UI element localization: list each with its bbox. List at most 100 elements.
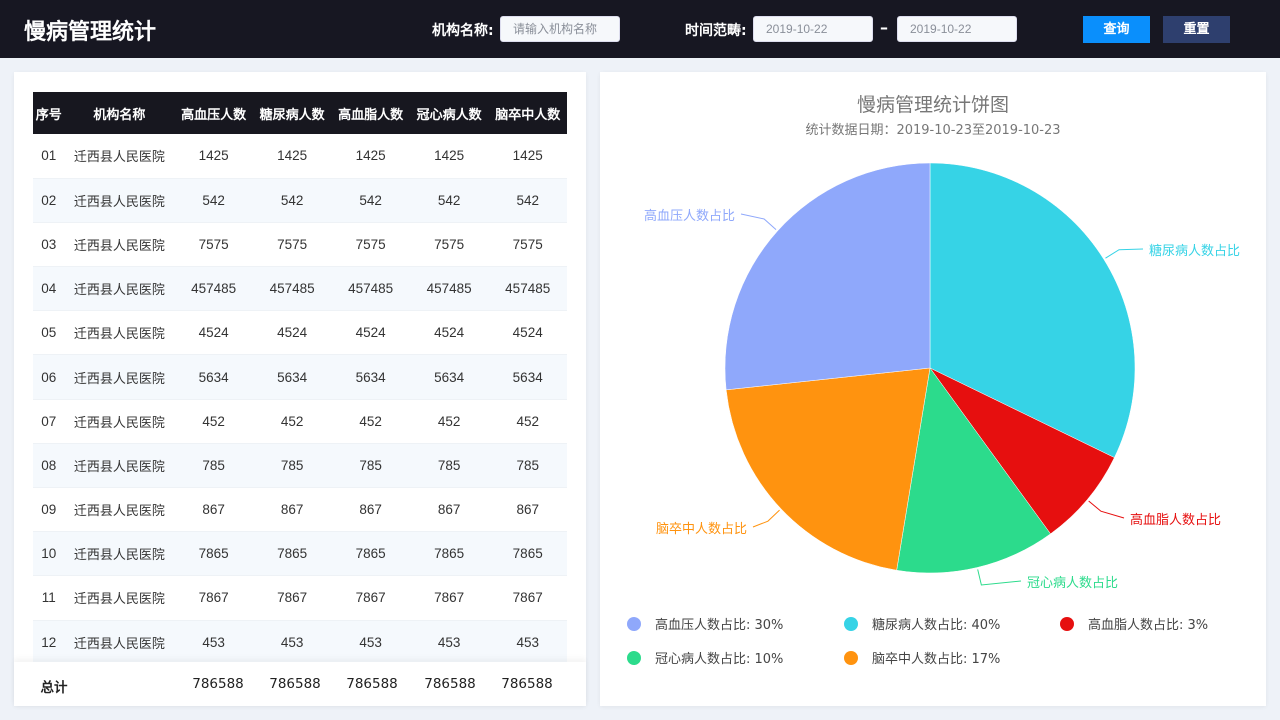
column-header: 高血压人数 bbox=[174, 92, 253, 134]
table-cell: 7865 bbox=[174, 531, 253, 576]
table-cell: 12 bbox=[33, 620, 65, 665]
table-cell: 02 bbox=[33, 178, 65, 223]
legend-dot-icon bbox=[844, 650, 858, 665]
table-cell: 453 bbox=[409, 620, 489, 665]
date-separator: – bbox=[880, 18, 888, 37]
table-cell: 452 bbox=[280, 413, 304, 429]
date-to-input[interactable]: 2019-10-22 bbox=[897, 16, 1017, 42]
table-cell: 542 bbox=[331, 178, 410, 223]
legend-item[interactable]: 脑卒中人数占比: 17% bbox=[844, 648, 1000, 667]
table-cell: 785 bbox=[331, 443, 410, 488]
table-cell: 457485 bbox=[409, 266, 489, 311]
column-header: 糖尿病人数 bbox=[252, 92, 332, 134]
legend-label: 脑卒中人数占比: 17% bbox=[872, 652, 1001, 667]
table-cell: 457485 bbox=[488, 266, 567, 311]
table-cell: 7575 bbox=[512, 236, 543, 252]
table-cell: 457485 bbox=[174, 266, 253, 311]
legend-label: 高血压人数占比: 30% bbox=[655, 618, 784, 633]
legend-label: 糖尿病人数占比: 40% bbox=[872, 618, 1001, 633]
table-cell: 10 bbox=[33, 531, 65, 576]
table-cell: 5634 bbox=[174, 354, 253, 400]
table-row: 11 迁西县人民医院 7867 7867 7867 7867 7867 bbox=[33, 576, 567, 621]
table-cell: 457485 bbox=[252, 266, 332, 311]
pie-slice[interactable] bbox=[725, 367, 931, 571]
pie-slice[interactable] bbox=[896, 367, 1051, 574]
table-row: 05 迁西县人民医院 4524 4524 4524 4524 4524 bbox=[33, 311, 567, 355]
org-name-input[interactable]: 请输入机构名称 bbox=[500, 16, 620, 42]
table-cell: 迁西县人民医院 bbox=[73, 327, 165, 343]
table-cell: 04 bbox=[33, 266, 65, 311]
column-header: 冠心病人数 bbox=[409, 92, 489, 134]
table-cell: 09 bbox=[41, 502, 57, 518]
table-cell: 5634 bbox=[488, 354, 567, 400]
total-label: 总计 bbox=[40, 680, 68, 696]
table-cell: 4524 bbox=[434, 325, 465, 341]
total-value: 786588 bbox=[424, 676, 476, 692]
table-cell: 7575 bbox=[355, 236, 386, 252]
table-cell: 867 bbox=[280, 502, 304, 518]
table-cell: 542 bbox=[488, 178, 567, 223]
pie-slice[interactable] bbox=[724, 162, 931, 391]
column-header: 脑卒中人数 bbox=[488, 92, 567, 134]
table-cell: 453 bbox=[252, 620, 332, 665]
table-cell: 452 bbox=[437, 413, 461, 429]
table-cell: 5634 bbox=[331, 354, 410, 400]
table-row: 01 迁西县人民医院 1425 1425 1425 1425 1425 bbox=[33, 134, 567, 179]
table-cell: 785 bbox=[174, 443, 253, 488]
query-button[interactable]: 查询 bbox=[1083, 16, 1150, 43]
table-cell: 5634 bbox=[409, 354, 489, 400]
legend-item[interactable]: 冠心病人数占比: 10% bbox=[627, 648, 783, 667]
table-cell: 迁西县人民医院 bbox=[73, 238, 165, 254]
table-cell: 01 bbox=[41, 148, 57, 164]
org-label: 机构名称: bbox=[432, 23, 494, 39]
table-cell: 4524 bbox=[512, 325, 543, 341]
pie-slice[interactable] bbox=[929, 367, 1115, 535]
total-value: 786588 bbox=[501, 676, 553, 692]
table-cell: 迁西县人民医院 bbox=[64, 266, 175, 311]
date-from-input[interactable]: 2019-10-22 bbox=[753, 16, 873, 42]
legend-item[interactable]: 高血脂人数占比: 3% bbox=[1060, 614, 1208, 633]
table-row: 09 迁西县人民医院 867 867 867 867 867 bbox=[33, 488, 567, 532]
table-cell: 4524 bbox=[355, 325, 386, 341]
table-row: 10 迁西县人民医院 7865 7865 7865 7865 7865 bbox=[33, 531, 567, 576]
slice-label: 脑卒中人数占比 bbox=[655, 522, 747, 537]
top-bar: 慢病管理统计 机构名称: 请输入机构名称 时间范畴: 2019-10-22 – … bbox=[0, 0, 1280, 58]
table-cell: 7575 bbox=[434, 236, 465, 252]
table-cell: 03 bbox=[41, 236, 57, 252]
chart-subtitle: 统计数据日期：2019-10-23至2019-10-23 bbox=[805, 123, 1061, 138]
slice-label: 高血压人数占比 bbox=[643, 209, 735, 224]
table-cell: 迁西县人民医院 bbox=[73, 504, 165, 520]
legend-item[interactable]: 高血压人数占比: 30% bbox=[627, 614, 783, 633]
legend-item[interactable]: 糖尿病人数占比: 40% bbox=[844, 614, 1000, 633]
table-cell: 457485 bbox=[331, 266, 410, 311]
total-value: 786588 bbox=[346, 676, 398, 692]
label-line bbox=[752, 509, 780, 528]
pie-slice[interactable] bbox=[929, 162, 1136, 458]
slice-label: 冠心病人数占比 bbox=[1027, 576, 1119, 591]
table-cell: 7575 bbox=[198, 236, 229, 252]
column-header: 序号 bbox=[33, 92, 65, 134]
table-cell: 05 bbox=[41, 325, 57, 341]
table-cell: 迁西县人民医院 bbox=[64, 443, 175, 488]
table-row: 03 迁西县人民医院 7575 7575 7575 7575 7575 bbox=[33, 222, 567, 267]
table-cell: 1425 bbox=[277, 148, 308, 164]
column-header: 机构名称 bbox=[64, 92, 175, 134]
table-cell: 11 bbox=[41, 590, 56, 606]
reset-button[interactable]: 重置 bbox=[1163, 16, 1230, 43]
table-cell: 7575 bbox=[277, 236, 308, 252]
table-cell: 4524 bbox=[277, 325, 308, 341]
table-cell: 迁西县人民医院 bbox=[73, 150, 165, 166]
table-row: 04 迁西县人民医院 457485 457485 457485 457485 457485 bbox=[33, 266, 567, 311]
pie-chart bbox=[724, 162, 1144, 586]
total-row: 总计 786588 786588 786588 786588 786588 bbox=[14, 662, 586, 706]
table-cell: 08 bbox=[33, 443, 65, 488]
legend-label: 冠心病人数占比: 10% bbox=[655, 652, 784, 667]
table-cell: 迁西县人民医院 bbox=[64, 620, 175, 665]
table-cell: 7865 bbox=[331, 531, 410, 576]
table-row: 08 迁西县人民医院 785 785 785 785 785 bbox=[33, 443, 567, 488]
total-value: 786588 bbox=[192, 676, 244, 692]
table-cell: 867 bbox=[202, 502, 225, 518]
table-cell: 785 bbox=[409, 443, 489, 488]
table-cell: 785 bbox=[488, 443, 567, 488]
table-cell: 迁西县人民医院 bbox=[64, 354, 175, 400]
